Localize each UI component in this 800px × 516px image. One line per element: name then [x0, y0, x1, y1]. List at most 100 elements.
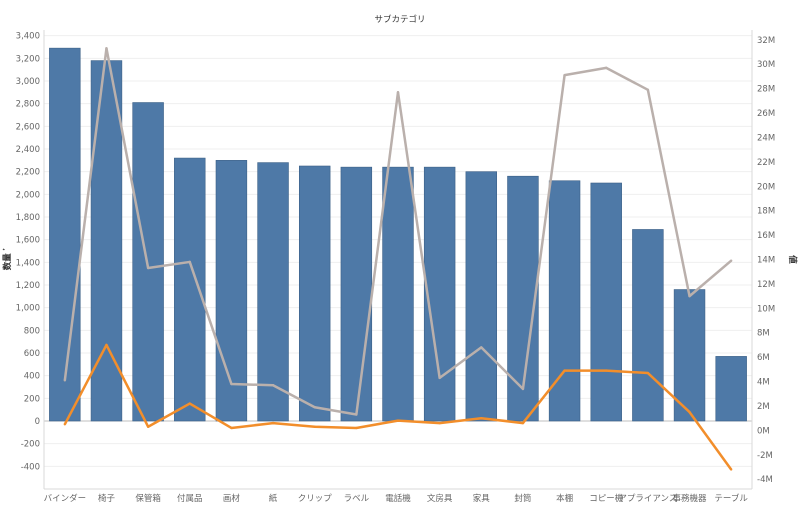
- x-tick-label: 事務機器: [673, 493, 708, 504]
- line-point: [355, 426, 358, 430]
- y-left-tick-label: 600: [24, 349, 40, 359]
- line-point: [521, 387, 525, 391]
- y-right-tick-label: 6M: [757, 353, 770, 363]
- line-point: [480, 416, 483, 420]
- y-axis-right: -4M -2M 0M 2M 4M 6M 8M 10M 12M 14M 16M 18M 20M 22M 24M…: [751, 30, 775, 489]
- y-right-tick-label: 20M: [757, 182, 775, 192]
- line-point: [146, 425, 150, 428]
- y-right-tick-label: 0M: [757, 426, 770, 436]
- line-point: [105, 343, 108, 347]
- y-right-tick-label: 10M: [757, 304, 775, 314]
- line-point: [230, 426, 233, 430]
- y-right-tick-label: 16M: [757, 231, 775, 241]
- line-point: [646, 88, 650, 92]
- line-point: [355, 413, 358, 416]
- x-tick-label: アプライアンス: [618, 494, 677, 504]
- y-axis-left: -400 -200 0 200 400 600 800 1,000 1,200 1,400 1,60…: [16, 30, 45, 489]
- y-right-tick-label: 26M: [757, 109, 775, 119]
- x-tick-label: 保管箱: [135, 493, 161, 504]
- y-right-tick-label: 28M: [757, 85, 775, 95]
- x-tick-label: 椅子: [98, 493, 116, 504]
- y-left-tick-label: 200: [24, 394, 40, 404]
- bar: [548, 180, 581, 422]
- line-point: [63, 423, 67, 426]
- y-right-tick-label: 2M: [757, 402, 770, 412]
- line-point: [729, 468, 733, 471]
- bar: [673, 289, 706, 422]
- y-right-tick-label: 14M: [757, 256, 775, 266]
- line-point: [146, 266, 150, 270]
- line-point: [688, 410, 691, 414]
- line-point: [605, 66, 608, 70]
- line-point: [188, 260, 191, 264]
- bar: [257, 162, 289, 422]
- y-left-tick-label: 2,200: [16, 168, 40, 178]
- line-point: [63, 379, 67, 382]
- bar: [215, 160, 248, 422]
- y-right-tick-label: -2M: [757, 451, 773, 461]
- y-left-tick-label: -400: [21, 462, 40, 472]
- y-left-tick-label: 800: [24, 326, 40, 336]
- line-point: [646, 371, 650, 375]
- x-tick-label: 封筒: [514, 493, 531, 504]
- line-point: [729, 259, 733, 262]
- bar: [465, 171, 498, 422]
- line-point: [230, 382, 233, 386]
- x-tick-label: 本棚: [556, 493, 573, 504]
- line-point: [313, 425, 316, 428]
- y-left-tick-label: 2,000: [16, 190, 40, 200]
- y-right-tick-label: 12M: [757, 280, 775, 290]
- bar: [423, 166, 456, 422]
- bar: [590, 182, 622, 422]
- x-tick-label: 電話機: [385, 493, 411, 504]
- y-left-tick-label: 2,600: [16, 122, 40, 132]
- y-right-tick-label: 4M: [757, 378, 770, 388]
- y-left-tick-label: 1,600: [16, 236, 40, 246]
- y-left-tick-label: 3,400: [16, 32, 40, 42]
- x-tick-label: バインダー: [44, 493, 87, 504]
- lines: [63, 47, 733, 471]
- y-left-tick-label: 1,800: [16, 213, 40, 223]
- line-point: [271, 421, 275, 425]
- x-tick-label: 家具: [473, 493, 491, 504]
- line-point: [480, 346, 483, 349]
- line-point: [688, 294, 691, 298]
- x-tick-label: 紙: [269, 493, 278, 504]
- x-tick-label: コピー機: [589, 493, 624, 504]
- chart-title: サブカテゴリ: [374, 14, 425, 25]
- y-right-tick-label: 18M: [757, 207, 775, 217]
- bar: [174, 157, 206, 422]
- y-right-tick-label: 8M: [757, 329, 770, 339]
- line-point: [396, 91, 400, 94]
- line-point: [563, 369, 566, 372]
- bar: [715, 356, 747, 422]
- bar: [340, 166, 373, 422]
- y-axis-left-label: 数量 𝄒: [1, 248, 13, 270]
- y-left-tick-label: 3,200: [16, 54, 40, 64]
- y-left-tick-label: 2,400: [16, 145, 40, 155]
- x-tick-label: 画材: [223, 493, 241, 504]
- bar: [49, 47, 81, 422]
- line-point: [438, 376, 441, 380]
- y-left-tick-label: 2,800: [16, 100, 40, 110]
- y-left-tick-label: 1,400: [16, 258, 40, 268]
- y-right-tick-label: 22M: [757, 158, 775, 168]
- y-axis-right-label: 値: [787, 254, 798, 264]
- bar: [632, 229, 664, 422]
- line-point: [105, 47, 108, 50]
- line-point: [271, 384, 275, 387]
- y-left-tick-label: 0: [35, 417, 40, 427]
- x-tick-label: 付属品: [177, 493, 203, 504]
- bar: [382, 166, 414, 422]
- y-right-tick-label: 30M: [757, 60, 775, 70]
- y-left-tick-label: 1,000: [16, 304, 40, 314]
- line-point: [313, 406, 316, 409]
- y-left-tick-label: 1,200: [16, 281, 40, 291]
- y-left-tick-label: 400: [24, 372, 40, 382]
- bar: [298, 165, 331, 422]
- y-left-tick-label: 3,000: [16, 77, 40, 87]
- line-point: [438, 421, 441, 425]
- x-tick-label: クリップ: [298, 494, 333, 504]
- y-right-tick-label: -4M: [757, 475, 773, 485]
